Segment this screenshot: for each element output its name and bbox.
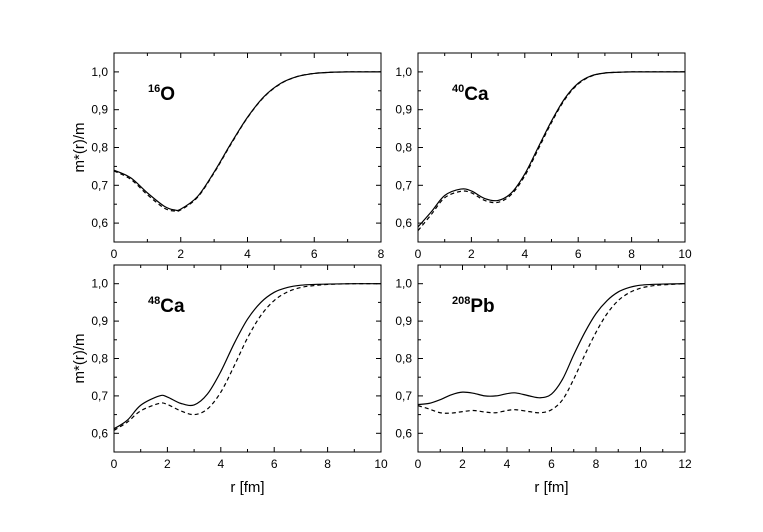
plot-frame — [417, 264, 686, 453]
y-tick-label: 0,8 — [395, 141, 412, 155]
x-tick-label: 0 — [111, 247, 118, 261]
panel-4: 0 2 4 6 8 10 12 0,6 0,7 0,8 0,9 1,0 208Pb r [fm] — [395, 264, 692, 496]
x-axis-title: r [fm] — [230, 479, 264, 496]
y-tick-label: 1,0 — [91, 65, 108, 79]
y-tick-label: 0,6 — [395, 216, 412, 230]
x-tick-label: 2 — [468, 247, 475, 261]
series-line-dashed — [417, 71, 685, 232]
x-tick-label: 2 — [164, 457, 171, 471]
nucleus-symbol: Ca — [464, 84, 489, 105]
y-tick-label: 0,6 — [395, 426, 412, 440]
nucleus-symbol: Ca — [160, 296, 185, 317]
nucleus-mass-number: 16 — [148, 83, 160, 95]
y-tick-label: 0,7 — [395, 389, 412, 403]
x-tick-label: 10 — [374, 457, 388, 471]
x-tick-label: 8 — [324, 457, 331, 471]
series-line-dashed — [113, 71, 381, 213]
nucleus-mass-number: 48 — [148, 295, 160, 307]
y-tick-label: 0,8 — [395, 352, 412, 366]
nucleus-symbol: O — [160, 84, 175, 105]
panel-2: 0 2 4 6 8 10 0,6 0,7 0,8 0,9 1,0 40Ca — [395, 52, 692, 261]
nucleus-label: 40Ca — [452, 83, 489, 105]
plot-frame — [417, 52, 686, 243]
y-tick-label: 1,0 — [395, 277, 412, 291]
x-tick-label: 2 — [459, 457, 466, 471]
x-tick-label: 4 — [217, 457, 224, 471]
y-tick-label: 0,9 — [395, 103, 412, 117]
x-axis-title: r [fm] — [534, 479, 568, 496]
nucleus-symbol: Pb — [470, 296, 494, 317]
x-tick-label: 0 — [415, 247, 422, 261]
y-tick-label: 0,7 — [91, 178, 108, 192]
x-tick-label: 6 — [548, 457, 555, 471]
nucleus-label: 48Ca — [148, 295, 185, 317]
nucleus-label: 16O — [148, 83, 175, 105]
y-axis-title: m*(r)/m — [71, 123, 88, 173]
y-tick-label: 0,7 — [91, 389, 108, 403]
y-tick-label: 1,0 — [395, 65, 412, 79]
y-tick-label: 0,9 — [395, 314, 412, 328]
x-tick-label: 6 — [271, 457, 278, 471]
y-tick-label: 1,0 — [91, 277, 108, 291]
nucleus-label: 208Pb — [452, 295, 495, 317]
series-line-solid — [113, 283, 382, 430]
nucleus-mass-number: 40 — [452, 83, 464, 95]
nucleus-mass-number: 208 — [452, 295, 470, 307]
x-tick-label: 8 — [628, 247, 635, 261]
y-axis-title: m*(r)/m — [71, 334, 88, 384]
series-line-solid — [417, 71, 685, 228]
y-tick-label: 0,7 — [395, 178, 412, 192]
x-tick-label: 8 — [378, 247, 385, 261]
x-tick-label: 4 — [244, 247, 251, 261]
y-tick-label: 0,6 — [91, 216, 108, 230]
x-tick-label: 2 — [177, 247, 184, 261]
x-tick-label: 8 — [593, 457, 600, 471]
x-tick-label: 0 — [111, 457, 118, 471]
x-tick-label: 10 — [678, 247, 692, 261]
x-tick-label: 0 — [415, 457, 422, 471]
x-tick-label: 6 — [311, 247, 318, 261]
y-tick-label: 0,6 — [91, 426, 108, 440]
y-tick-label: 0,8 — [91, 141, 108, 155]
y-tick-label: 0,9 — [91, 103, 108, 117]
panel-3: 0 2 4 6 8 10 0,6 0,7 0,8 0,9 1,0 48Ca m*(r)/m r [fm] — [71, 264, 388, 496]
y-tick-label: 0,8 — [91, 352, 108, 366]
y-tick-label: 0,9 — [91, 314, 108, 328]
x-tick-label: 12 — [678, 457, 692, 471]
x-tick-label: 10 — [634, 457, 648, 471]
x-tick-label: 6 — [575, 247, 582, 261]
plot-frame — [113, 264, 382, 453]
x-tick-label: 4 — [504, 457, 511, 471]
x-tick-label: 4 — [521, 247, 528, 261]
plot-frame — [113, 52, 382, 243]
series-line-dashed — [417, 283, 686, 414]
series-line-solid — [417, 283, 686, 406]
series-line-dashed — [113, 283, 382, 431]
